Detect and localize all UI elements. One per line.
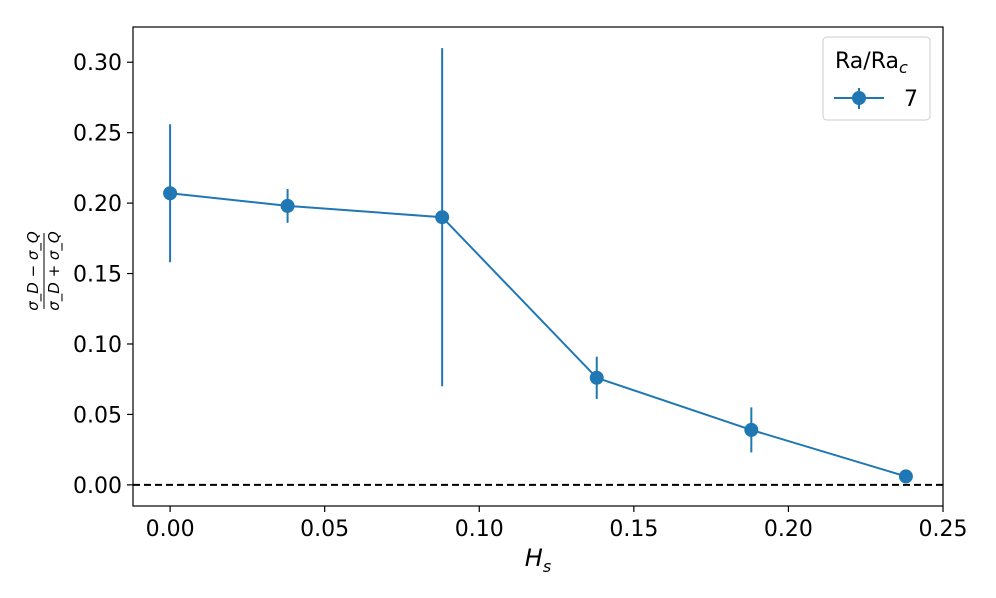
y-axis-label-denominator: σ_D + σ_Q: [45, 231, 64, 311]
legend-series-marker: [852, 91, 866, 105]
y-tick-label: 0.10: [73, 333, 122, 358]
data-point: [744, 422, 759, 437]
y-tick-label: 0.15: [73, 263, 122, 288]
x-tick-label: 0.25: [919, 517, 968, 542]
data-point: [280, 198, 295, 213]
series-line: [169, 192, 907, 478]
y-ticks: 0.00 0.05 0.10 0.15 0.20 0.25 0.30: [73, 51, 133, 499]
y-tick-label: 0.05: [73, 403, 122, 428]
legend-box: [822, 36, 931, 121]
x-ticks: 0.00 0.05 0.10 0.15 0.20 0.25: [146, 506, 968, 542]
y-axis-label-numerator: σ_D − σ_Q: [24, 231, 43, 311]
legend-title: Ra/Rac: [835, 49, 908, 77]
x-axis-label: Hs: [525, 544, 551, 576]
plot-frame: [132, 26, 944, 507]
error-bars: [169, 48, 907, 481]
data-point: [163, 186, 178, 201]
x-tick-label: 0.10: [455, 517, 504, 542]
data-point: [589, 370, 604, 385]
x-tick-label: 0.15: [609, 517, 658, 542]
legend-series-label: 7: [904, 87, 918, 112]
legend: Ra/Rac 7: [822, 36, 931, 121]
y-tick-label: 0.25: [73, 122, 122, 147]
x-tick-label: 0.05: [300, 517, 349, 542]
data-point: [898, 469, 913, 484]
y-tick-label: 0.30: [73, 51, 122, 76]
x-tick-label: 0.00: [146, 517, 195, 542]
series-lines: [169, 192, 907, 478]
data-point: [435, 210, 450, 225]
x-tick-label: 0.20: [764, 517, 813, 542]
y-axis-label: σ_D − σ_Q σ_D + σ_Q: [24, 231, 64, 311]
data-points: [163, 186, 913, 484]
y-tick-label: 0.20: [73, 192, 122, 217]
y-tick-label: 0.00: [73, 474, 122, 499]
